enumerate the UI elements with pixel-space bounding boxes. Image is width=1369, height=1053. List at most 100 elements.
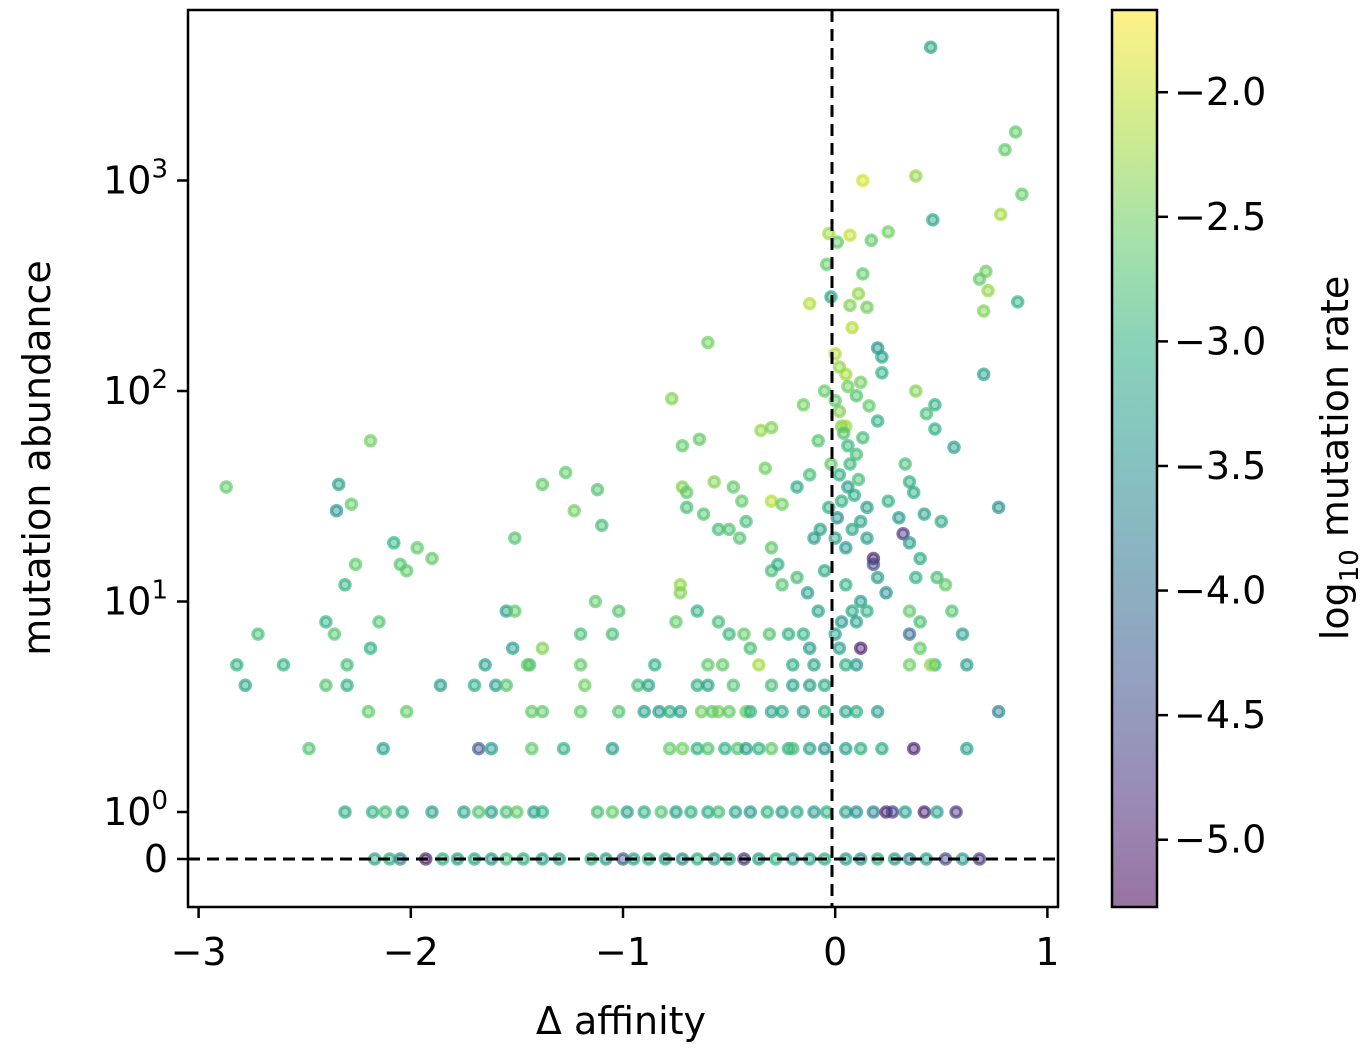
data-point [881, 225, 895, 239]
data-point [675, 741, 690, 756]
data-point [673, 586, 688, 600]
data-point [535, 704, 550, 719]
data-point [845, 320, 859, 335]
data-points [219, 40, 1029, 866]
data-point [467, 678, 482, 693]
data-point [711, 704, 726, 719]
colorbar-tick-label: −2.0 [1174, 70, 1266, 114]
data-point [669, 615, 683, 629]
data-point [484, 741, 499, 756]
data-point [938, 578, 953, 592]
y-tick-label: 103 [103, 155, 168, 203]
data-point [817, 384, 832, 398]
data-point [919, 406, 934, 421]
data-point [605, 741, 620, 756]
data-point [722, 522, 736, 537]
data-point [478, 658, 492, 672]
data-point [836, 426, 851, 440]
data-point [786, 741, 800, 756]
data-point [870, 570, 885, 585]
data-point [902, 604, 917, 618]
data-point [743, 805, 758, 819]
data-point [701, 741, 715, 756]
data-point [851, 286, 866, 301]
data-point [696, 507, 711, 521]
data-point [830, 510, 845, 525]
x-tick-label: 0 [823, 930, 847, 974]
data-point [790, 805, 804, 819]
data-point [802, 296, 817, 311]
data-point [849, 704, 864, 719]
data-point [669, 805, 683, 819]
data-point [230, 658, 244, 672]
data-point [535, 641, 550, 655]
data-point [839, 805, 853, 819]
data-point [830, 235, 845, 249]
data-point [739, 741, 753, 756]
data-point [701, 678, 715, 693]
data-point [1015, 187, 1029, 202]
data-point [902, 658, 917, 672]
data-point [1010, 295, 1025, 309]
data-point [471, 741, 486, 756]
data-point [340, 658, 354, 672]
data-point [637, 704, 651, 719]
data-point [620, 805, 634, 819]
data-point [802, 678, 817, 693]
data-point [329, 503, 344, 518]
data-point [945, 604, 959, 618]
data-point [817, 563, 832, 578]
colorbar-ticks: −2.0 −2.5 −3.0 −3.5 −4.0 −4.5 −5.0 [1157, 70, 1266, 862]
data-point [807, 805, 821, 819]
colorbar-label-rest: mutation rate [1313, 276, 1357, 549]
data-point [690, 678, 705, 693]
data-point [960, 741, 974, 756]
data-point [425, 551, 439, 566]
data-point [654, 805, 668, 819]
data-point [715, 658, 730, 672]
data-point [573, 704, 588, 719]
data-point [652, 704, 666, 719]
data-point [817, 741, 832, 756]
data-point [811, 604, 825, 618]
data-point [573, 627, 588, 641]
data-point [361, 704, 376, 719]
data-point [930, 805, 944, 819]
y-tick-label: 0 [144, 837, 168, 881]
data-point [484, 805, 499, 819]
data-point [981, 283, 995, 298]
data-point [399, 704, 414, 719]
data-point [679, 500, 694, 515]
colorbar-label-log: log [1313, 582, 1357, 640]
data-point [843, 298, 857, 313]
data-point [909, 169, 923, 183]
data-point [433, 678, 448, 693]
colorbar-label-sub: 10 [1335, 549, 1365, 582]
data-point [802, 468, 817, 482]
data-point [993, 207, 1008, 222]
data-point [849, 658, 864, 672]
colorbar-tick-label: −4.0 [1174, 569, 1266, 613]
data-point [856, 267, 870, 281]
data-point [807, 531, 821, 545]
x-axis-ticks: −3 −2 −1 0 1 [171, 907, 1059, 974]
data-point [590, 805, 605, 819]
data-point [870, 704, 885, 719]
data-point [684, 805, 698, 819]
data-point [828, 531, 842, 545]
data-point [711, 615, 726, 629]
data-point [839, 704, 853, 719]
data-point [802, 641, 817, 655]
x-tick-label: −1 [595, 930, 651, 974]
data-point [662, 741, 677, 756]
data-point [764, 704, 779, 719]
data-point [917, 805, 932, 819]
data-point [817, 704, 832, 719]
data-point [875, 741, 889, 756]
data-point [556, 741, 571, 756]
data-point [926, 213, 940, 227]
data-point [752, 658, 766, 672]
data-point [923, 40, 938, 54]
data-point [743, 704, 758, 719]
